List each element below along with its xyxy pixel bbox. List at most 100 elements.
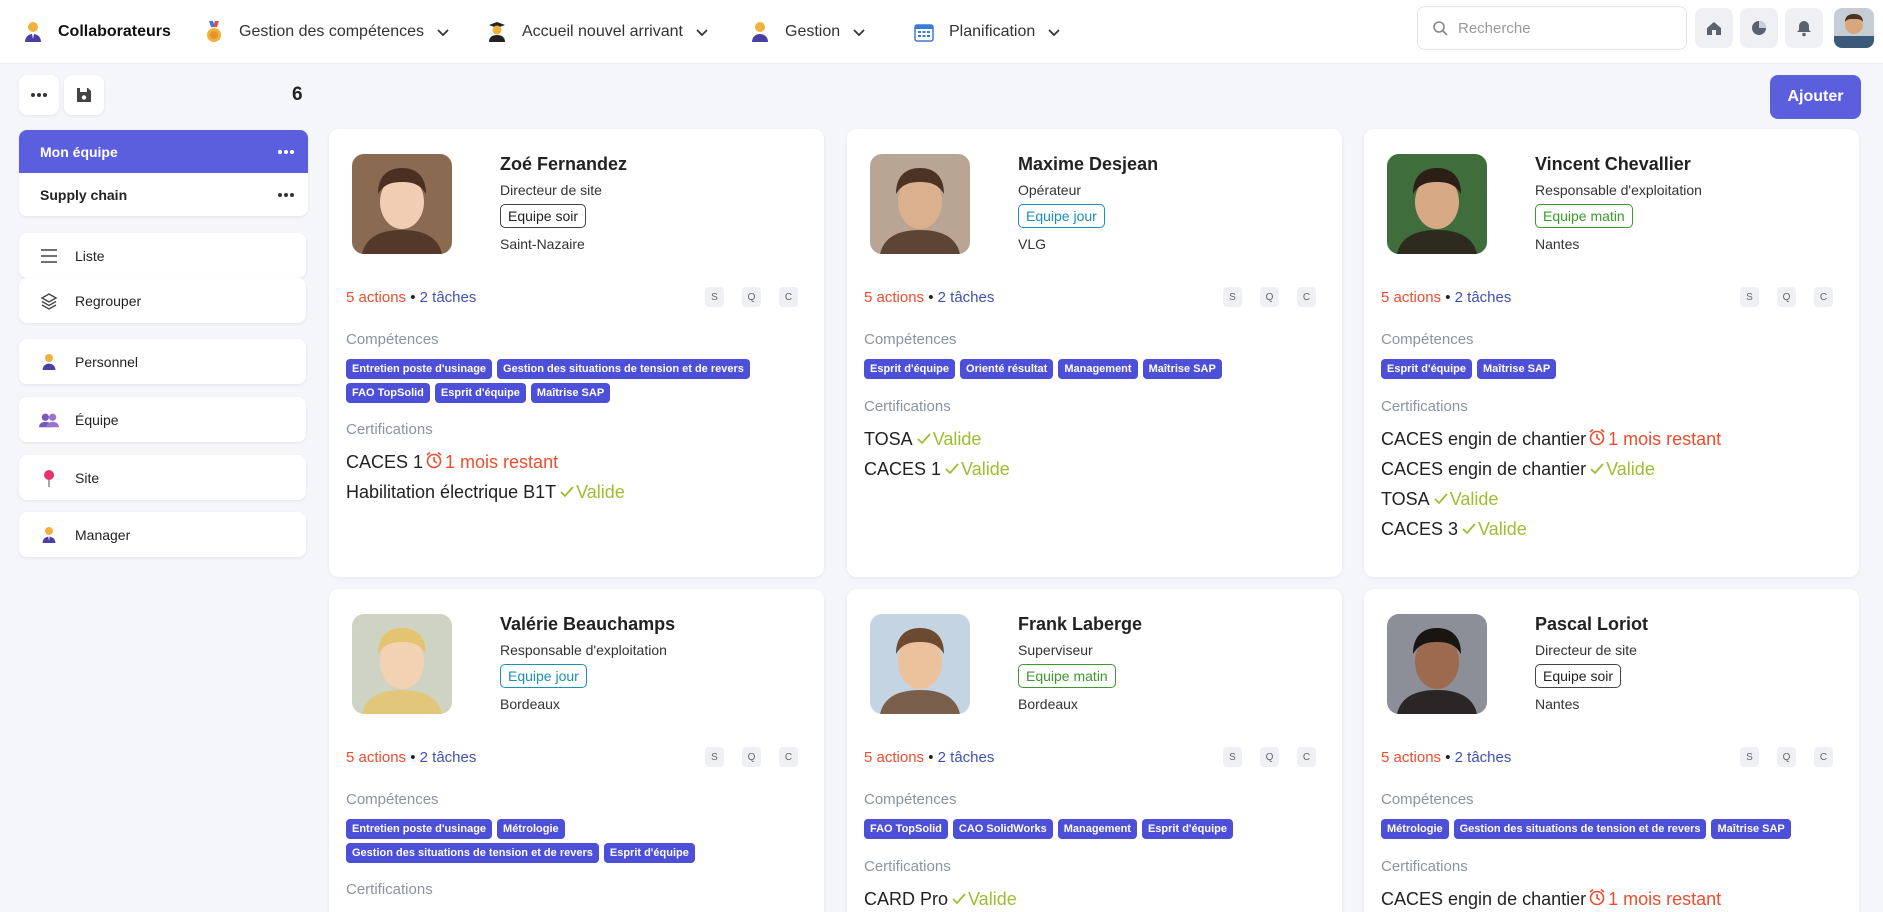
separator-bullet: • <box>924 749 938 766</box>
status-badge[interactable]: Q <box>742 287 761 307</box>
status-badge[interactable]: Q <box>1777 747 1796 767</box>
user-avatar[interactable] <box>1834 8 1874 48</box>
employee-card[interactable]: Valérie Beauchamps Responsable d'exploita… <box>329 589 824 912</box>
skills-list: Esprit d'équipe Maîtrise SAP <box>1381 359 1851 379</box>
tasks-link[interactable]: 2 tâches <box>1454 749 1512 766</box>
group-equipe[interactable]: Équipe <box>19 397 306 442</box>
team-item-mon-equipe[interactable]: Mon équipe <box>19 130 308 173</box>
status-badge[interactable]: S <box>705 747 724 767</box>
employee-name[interactable]: Vincent Chevallier <box>1535 154 1691 174</box>
status-text: 1 mois restant <box>1608 428 1722 449</box>
ellipsis-icon[interactable] <box>278 149 294 154</box>
employee-card[interactable]: Zoé Fernandez Directeur de site Equipe soi… <box>329 129 824 577</box>
tasks-link[interactable]: 2 tâches <box>1454 289 1512 306</box>
check-icon <box>560 482 576 503</box>
medal-icon <box>203 21 225 43</box>
add-button[interactable]: Ajouter <box>1770 75 1861 119</box>
actions-link[interactable]: 5 actions <box>1381 289 1442 306</box>
status-badge[interactable]: Q <box>1260 747 1279 767</box>
separator-bullet: • <box>1441 749 1455 766</box>
group-manager[interactable]: Manager <box>19 512 306 557</box>
separator-bullet: • <box>406 289 420 306</box>
tasks-link[interactable]: 2 tâches <box>419 289 477 306</box>
status-badge[interactable]: Q <box>1777 287 1796 307</box>
tasks-link[interactable]: 2 tâches <box>937 289 995 306</box>
status-badge[interactable]: C <box>1297 287 1316 307</box>
certifications-title: Certifications <box>346 881 433 898</box>
competences-title: Compétences <box>346 331 439 348</box>
skill-chip: Esprit d'équipe <box>1141 819 1233 839</box>
valid-status: Valide <box>1462 519 1527 540</box>
status-badge[interactable]: S <box>705 287 724 307</box>
home-button[interactable] <box>1695 8 1733 48</box>
more-options-button[interactable] <box>19 75 59 115</box>
status-badge[interactable]: Q <box>742 747 761 767</box>
team-badge: Equipe jour <box>1018 204 1105 228</box>
employee-card[interactable]: Vincent Chevallier Responsable d'exploita… <box>1364 129 1859 577</box>
nav-label: Planification <box>949 23 1036 40</box>
employee-role: Opérateur <box>1018 182 1082 198</box>
skill-chip: Esprit d'équipe <box>864 359 956 379</box>
employee-card[interactable]: Frank Laberge Superviseur Equipe matin Bord… <box>847 589 1342 912</box>
status-badge[interactable]: S <box>1223 287 1242 307</box>
nav-gestion-competences[interactable]: Gestion des compétences <box>203 0 450 64</box>
actions-link[interactable]: 5 actions <box>864 749 925 766</box>
nav-accueil-nouvel-arrivant[interactable]: Accueil nouvel arrivant <box>486 0 709 64</box>
chevron-down-icon <box>853 29 865 37</box>
certification-item: CACES engin de chantier Valide <box>1381 454 1721 484</box>
employee-card[interactable]: Maxime Desjean Opérateur Equipe jour VLG 5 a… <box>847 129 1342 577</box>
status-badge[interactable]: C <box>779 287 798 307</box>
search-placeholder: Recherche <box>1458 19 1531 37</box>
status-text: Valide <box>576 481 625 502</box>
actions-link[interactable]: 5 actions <box>1381 749 1442 766</box>
employee-card[interactable]: Pascal Loriot Directeur de site Equipe soi… <box>1364 589 1859 912</box>
status-badge[interactable]: C <box>1814 287 1833 307</box>
employee-name[interactable]: Maxime Desjean <box>1018 154 1159 174</box>
status-badge[interactable]: S <box>1740 747 1759 767</box>
nav-planification[interactable]: Planification <box>913 0 1061 64</box>
actions-link[interactable]: 5 actions <box>864 289 925 306</box>
employee-name[interactable]: Frank Laberge <box>1018 614 1143 634</box>
nav-collaborateurs[interactable]: Collaborateurs <box>22 0 171 64</box>
search-input[interactable]: Recherche <box>1417 6 1687 50</box>
skill-chip: Orienté résultat <box>960 359 1054 379</box>
certification-name: CARD Pro <box>864 888 949 909</box>
ellipsis-icon[interactable] <box>278 192 294 197</box>
skill-chip: Gestion des situations de tension et de … <box>346 843 599 863</box>
employee-photo <box>870 154 970 254</box>
skill-chip: Gestion des situations de tension et de … <box>1453 819 1707 839</box>
actions-summary: 5 actions • 2 tâches <box>864 749 994 766</box>
status-badge[interactable]: Q <box>1260 287 1279 307</box>
status-badge[interactable]: C <box>1297 747 1316 767</box>
employee-name[interactable]: Pascal Loriot <box>1535 614 1649 634</box>
nav-gestion[interactable]: Gestion <box>749 0 866 64</box>
save-button[interactable] <box>64 75 104 115</box>
group-site[interactable]: Site <box>19 455 306 500</box>
status-badge[interactable]: C <box>779 747 798 767</box>
dashboard-button[interactable] <box>1740 8 1778 48</box>
status-badge[interactable]: C <box>1814 747 1833 767</box>
actions-link[interactable]: 5 actions <box>346 749 407 766</box>
competences-title: Compétences <box>1381 791 1474 808</box>
actions-link[interactable]: 5 actions <box>346 289 407 306</box>
tasks-link[interactable]: 2 tâches <box>419 749 477 766</box>
team-item-supply-chain[interactable]: Supply chain <box>19 173 308 216</box>
group-personnel[interactable]: Personnel <box>19 339 306 384</box>
valid-status: Valide <box>945 459 1010 480</box>
tasks-link[interactable]: 2 tâches <box>937 749 995 766</box>
employee-role: Responsable d'exploitation <box>500 642 667 658</box>
notifications-button[interactable] <box>1785 8 1823 48</box>
actions-summary: 5 actions • 2 tâches <box>1381 749 1511 766</box>
status-badge[interactable]: S <box>1223 747 1242 767</box>
nav-label: Accueil nouvel arrivant <box>522 23 683 40</box>
separator-bullet: • <box>924 289 938 306</box>
certification-item: CACES 3 Valide <box>1381 514 1721 544</box>
status-badge[interactable]: S <box>1740 287 1759 307</box>
employee-name[interactable]: Zoé Fernandez <box>500 154 628 174</box>
skill-chip: FAO TopSolid <box>864 819 948 839</box>
view-liste[interactable]: Liste <box>19 233 306 278</box>
nav-label: Gestion <box>785 23 841 40</box>
view-regrouper[interactable]: Regrouper <box>19 278 306 323</box>
employee-name[interactable]: Valérie Beauchamps <box>500 614 676 634</box>
certification-item: Habilitation électrique B1T Valide <box>346 477 625 507</box>
